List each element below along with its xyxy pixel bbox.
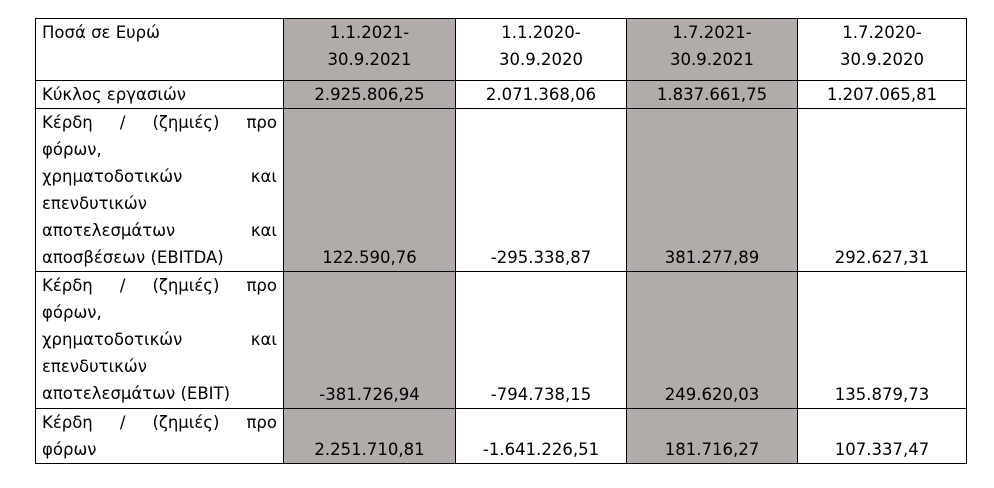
- value-cell: 381.277,89: [626, 108, 798, 272]
- period-line: 30.9.2021: [670, 50, 754, 69]
- label-line: Κέρδη / (ζημιές) προ: [42, 413, 277, 432]
- row-label: Κύκλος εργασιών: [35, 80, 284, 109]
- row-label: Κέρδη / (ζημιές) προ φόρων: [35, 408, 284, 464]
- period-header: 1.7.2020- 30.9.2020: [797, 18, 967, 81]
- row-label: Κέρδη / (ζημιές) προ φόρων, χρηματοδοτικών…: [35, 108, 284, 272]
- period-line: 30.9.2020: [840, 50, 924, 69]
- row-label: Κέρδη / (ζημιές) προ φόρων, χρηματοδοτικών…: [35, 271, 284, 409]
- data-row: Κέρδη / (ζημιές) προ φόρων 2.251.710,81 -1.…: [35, 408, 967, 464]
- table-body: Ποσά σε Ευρώ 1.1.2021- 30.9.2021 1.1.2020- 3…: [35, 18, 967, 464]
- value-cell: 107.337,47: [797, 408, 967, 464]
- label-line: επενδυτικών: [42, 357, 147, 376]
- value-cell: -794.738,15: [455, 271, 627, 409]
- value-cell: 1.207.065,81: [797, 80, 967, 109]
- period-header: 1.1.2021- 30.9.2021: [283, 18, 456, 81]
- header-text: Ποσά σε Ευρώ: [42, 23, 160, 42]
- data-row: Κέρδη / (ζημιές) προ φόρων, χρηματοδοτικών…: [35, 108, 967, 272]
- period-line: 1.7.2020-: [842, 23, 922, 42]
- financial-table: Ποσά σε Ευρώ 1.1.2021- 30.9.2021 1.1.2020- 3…: [35, 18, 967, 464]
- label-line: αποτελεσμάτων και: [42, 221, 277, 240]
- value-cell: 135.879,73: [797, 271, 967, 409]
- label-line: επενδυτικών: [42, 194, 147, 213]
- period-header: 1.7.2021- 30.9.2021: [626, 18, 798, 81]
- value-cell: -1.641.226,51: [455, 408, 627, 464]
- label-line: φόρων: [42, 440, 97, 459]
- label-line: Κύκλος εργασιών: [42, 85, 186, 104]
- value-cell: 2.071.368,06: [455, 80, 627, 109]
- value-cell: 2.251.710,81: [283, 408, 456, 464]
- value-cell: -295.338,87: [455, 108, 627, 272]
- header-label: Ποσά σε Ευρώ: [35, 18, 284, 81]
- value-cell: 181.716,27: [626, 408, 798, 464]
- period-line: 1.1.2021-: [329, 23, 410, 42]
- label-line: φόρων,: [42, 303, 102, 322]
- header-row: Ποσά σε Ευρώ 1.1.2021- 30.9.2021 1.1.2020- 3…: [35, 18, 967, 81]
- value-cell: 2.925.806,25: [283, 80, 456, 109]
- label-line: χρηματοδοτικών και: [42, 330, 277, 349]
- period-line: 1.1.2020-: [501, 23, 581, 42]
- period-line: 1.7.2021-: [672, 23, 752, 42]
- label-line: Κέρδη / (ζημιές) προ: [42, 113, 277, 132]
- value-cell: 122.590,76: [283, 108, 456, 272]
- period-line: 30.9.2020: [499, 50, 583, 69]
- label-line: Κέρδη / (ζημιές) προ: [42, 276, 277, 295]
- value-cell: 292.627,31: [797, 108, 967, 272]
- period-line: 30.9.2021: [327, 50, 412, 69]
- label-line: χρηματοδοτικών και: [42, 167, 277, 186]
- label-line: φόρων,: [42, 140, 102, 159]
- value-cell: 1.837.661,75: [626, 80, 798, 109]
- data-row: Κύκλος εργασιών 2.925.806,25 2.071.368,06 1…: [35, 80, 967, 109]
- label-line: αποτελεσμάτων (EBIT): [42, 384, 231, 403]
- label-line: αποσβέσεων (EBITDA): [42, 248, 224, 267]
- value-cell: 249.620,03: [626, 271, 798, 409]
- value-cell: -381.726,94: [283, 271, 456, 409]
- data-row: Κέρδη / (ζημιές) προ φόρων, χρηματοδοτικών…: [35, 271, 967, 409]
- period-header: 1.1.2020- 30.9.2020: [455, 18, 627, 81]
